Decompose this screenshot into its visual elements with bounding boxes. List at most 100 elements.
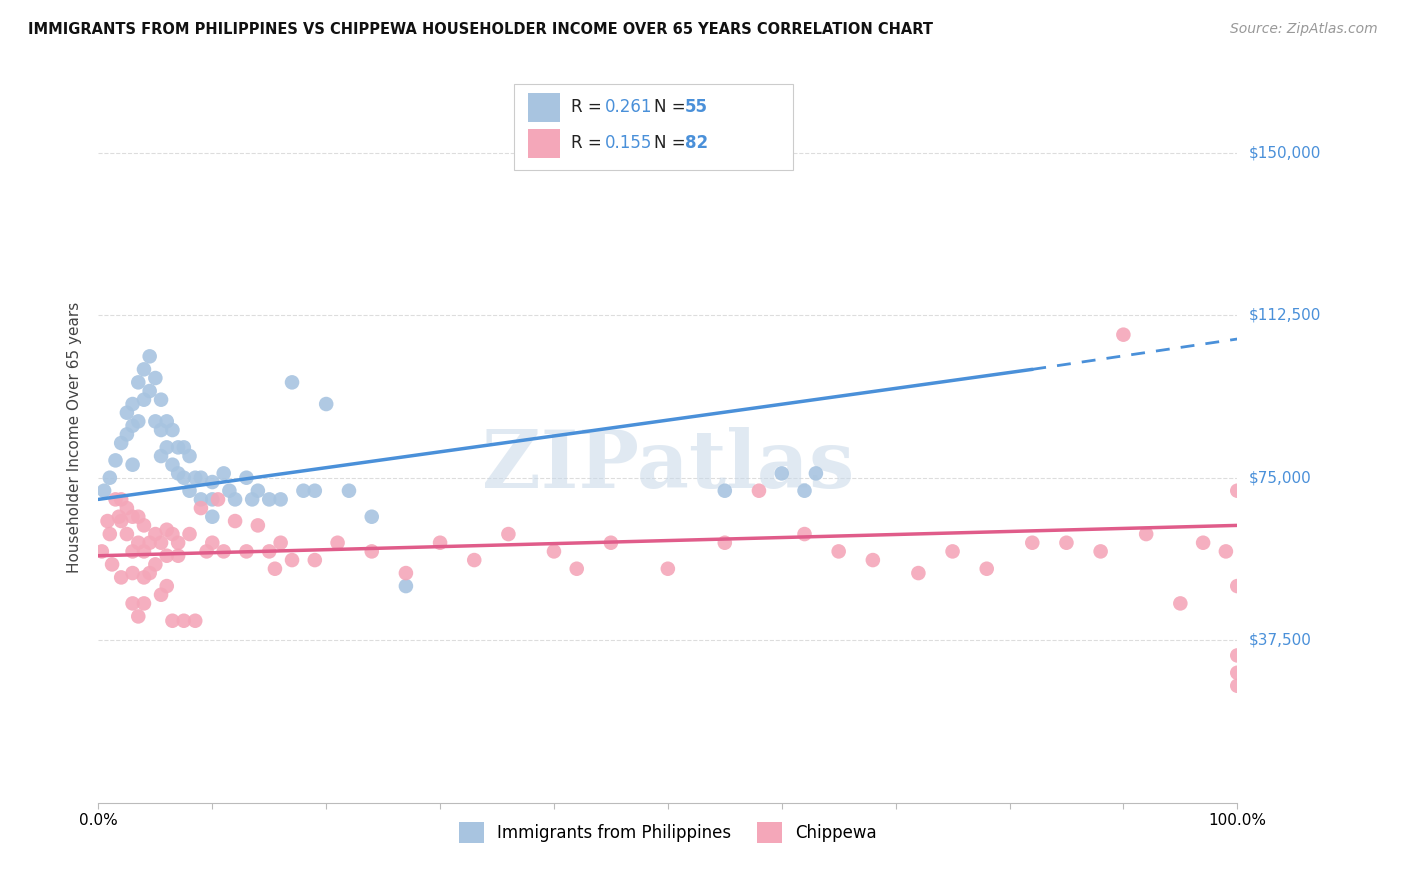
Point [862, 553, 884, 567]
Point [976, 562, 998, 576]
Point [1226, 579, 1249, 593]
Point [167, 441, 190, 455]
Point [98, 471, 121, 485]
Text: $37,500: $37,500 [1249, 632, 1312, 648]
Point [108, 509, 131, 524]
Text: 0.261: 0.261 [605, 98, 652, 116]
Point [907, 566, 929, 580]
Point [190, 471, 212, 485]
Point [104, 492, 127, 507]
Text: 55: 55 [685, 98, 709, 116]
Point [1226, 483, 1249, 498]
Y-axis label: Householder Income Over 65 years: Householder Income Over 65 years [67, 301, 83, 573]
Point [156, 579, 179, 593]
Point [138, 566, 160, 580]
Point [184, 614, 207, 628]
Point [138, 349, 160, 363]
Point [110, 570, 132, 584]
Point [145, 527, 167, 541]
Point [98, 527, 121, 541]
Point [150, 535, 173, 549]
Point [748, 483, 770, 498]
Text: $112,500: $112,500 [1249, 308, 1320, 323]
Point [804, 467, 827, 481]
Point [201, 535, 224, 549]
Point [264, 562, 287, 576]
Point [1226, 665, 1249, 680]
Point [714, 535, 737, 549]
Point [167, 535, 190, 549]
Point [1135, 527, 1157, 541]
Point [1054, 535, 1078, 549]
Point [828, 544, 851, 558]
Point [173, 441, 195, 455]
Point [224, 514, 246, 528]
Point [315, 397, 337, 411]
Point [101, 558, 124, 572]
Point [212, 467, 235, 481]
Point [115, 406, 138, 420]
Point [121, 596, 143, 610]
Point [259, 544, 281, 558]
Point [793, 483, 815, 498]
Point [156, 549, 179, 563]
Point [115, 501, 138, 516]
Point [121, 418, 143, 433]
Text: N =: N = [654, 98, 692, 116]
Point [1170, 596, 1192, 610]
Point [150, 588, 173, 602]
Point [793, 527, 815, 541]
Point [270, 535, 292, 549]
Text: N =: N = [654, 135, 692, 153]
Point [145, 371, 167, 385]
Point [565, 562, 588, 576]
Point [156, 523, 179, 537]
Point [145, 558, 167, 572]
Point [201, 509, 224, 524]
Point [543, 544, 565, 558]
Point [212, 544, 235, 558]
Point [110, 514, 132, 528]
Point [281, 553, 304, 567]
Point [93, 483, 115, 498]
Point [235, 544, 257, 558]
Point [463, 553, 485, 567]
FancyBboxPatch shape [527, 128, 560, 158]
Point [173, 614, 195, 628]
Text: Source: ZipAtlas.com: Source: ZipAtlas.com [1230, 22, 1378, 37]
Legend: Immigrants from Philippines, Chippewa: Immigrants from Philippines, Chippewa [453, 815, 883, 849]
Point [167, 467, 190, 481]
Point [162, 458, 184, 472]
FancyBboxPatch shape [515, 84, 793, 170]
Point [110, 492, 132, 507]
Point [942, 544, 965, 558]
Point [127, 609, 149, 624]
Text: IMMIGRANTS FROM PHILIPPINES VS CHIPPEWA HOUSEHOLDER INCOME OVER 65 YEARS CORRELA: IMMIGRANTS FROM PHILIPPINES VS CHIPPEWA … [28, 22, 934, 37]
Point [179, 483, 201, 498]
Point [395, 566, 418, 580]
Point [360, 509, 382, 524]
Point [429, 535, 451, 549]
Point [121, 509, 143, 524]
Point [1192, 535, 1215, 549]
Point [138, 384, 160, 398]
Point [132, 518, 155, 533]
Point [150, 449, 173, 463]
Point [127, 414, 149, 428]
Point [270, 492, 292, 507]
Point [121, 566, 143, 580]
Point [224, 492, 246, 507]
Point [132, 544, 155, 558]
Point [104, 453, 127, 467]
Text: $150,000: $150,000 [1249, 145, 1320, 161]
Point [1226, 679, 1249, 693]
Point [110, 436, 132, 450]
Point [115, 527, 138, 541]
Point [195, 544, 218, 558]
Point [127, 535, 149, 549]
Point [179, 527, 201, 541]
Point [190, 492, 212, 507]
Point [1215, 544, 1237, 558]
Point [156, 414, 179, 428]
Point [207, 492, 229, 507]
